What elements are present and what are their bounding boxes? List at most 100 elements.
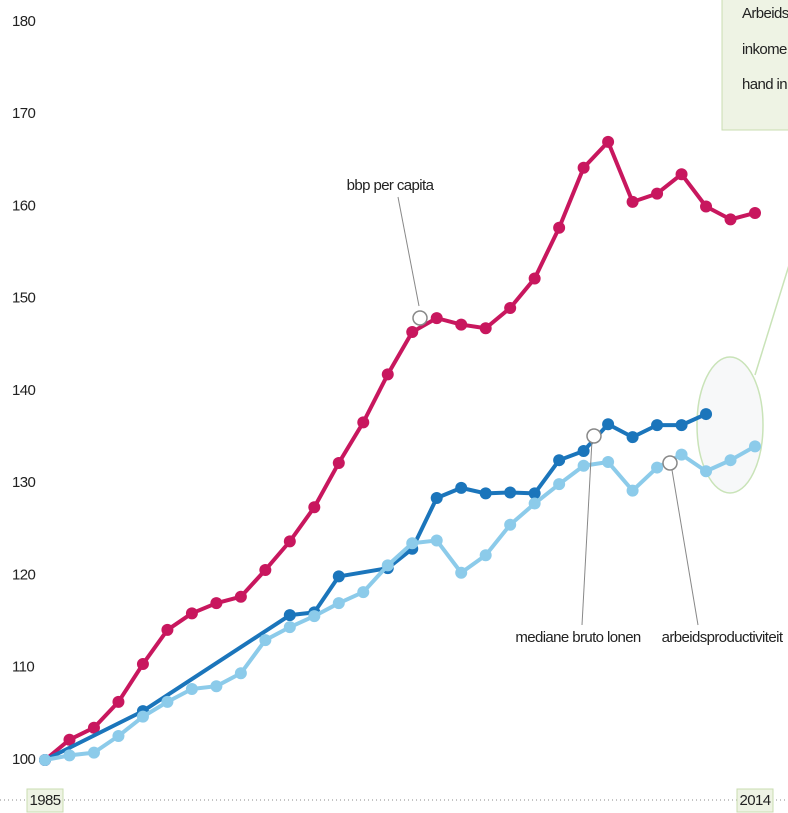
series-label: bbp per capita bbox=[347, 177, 435, 194]
data-point bbox=[357, 416, 370, 429]
data-point bbox=[381, 368, 394, 381]
data-point bbox=[675, 168, 688, 181]
data-point bbox=[504, 301, 517, 314]
series-line bbox=[44, 444, 756, 762]
data-point bbox=[651, 461, 664, 474]
data-point bbox=[577, 444, 590, 457]
data-point bbox=[553, 221, 566, 234]
data-point bbox=[308, 610, 321, 623]
y-tick-label: 120 bbox=[12, 566, 35, 583]
data-point bbox=[112, 695, 125, 708]
y-tick-label: 130 bbox=[12, 474, 35, 491]
data-point bbox=[504, 486, 517, 499]
data-point bbox=[430, 312, 443, 325]
data-point bbox=[479, 549, 492, 562]
note-text: hand in bbox=[742, 76, 787, 93]
data-point bbox=[259, 563, 272, 576]
note-text: inkome bbox=[742, 41, 787, 58]
y-tick-label: 100 bbox=[12, 751, 35, 768]
y-tick-label: 170 bbox=[12, 105, 35, 122]
data-point bbox=[283, 535, 296, 548]
leader-dot bbox=[662, 455, 678, 471]
x-tick-box bbox=[736, 788, 774, 813]
data-point bbox=[234, 590, 247, 603]
data-point bbox=[651, 187, 664, 200]
data-point bbox=[381, 559, 394, 572]
leader bbox=[671, 469, 699, 626]
data-point bbox=[479, 487, 492, 500]
data-point bbox=[577, 161, 590, 174]
x-tick-label: 1985 bbox=[30, 792, 61, 809]
data-point bbox=[577, 459, 590, 472]
plot bbox=[39, 135, 761, 766]
data-point bbox=[210, 597, 223, 610]
y-tick-label: 140 bbox=[12, 382, 35, 399]
data-point bbox=[161, 695, 174, 708]
data-point bbox=[675, 448, 688, 461]
data-point bbox=[185, 682, 198, 695]
data-point bbox=[626, 195, 639, 208]
data-point bbox=[528, 272, 541, 285]
data-point bbox=[553, 478, 566, 491]
data-point bbox=[332, 570, 345, 583]
data-point bbox=[479, 322, 492, 335]
data-point bbox=[87, 746, 100, 759]
note-box bbox=[721, 0, 788, 131]
leader bbox=[397, 196, 420, 307]
data-point bbox=[724, 454, 737, 467]
y-tick-label: 160 bbox=[12, 197, 35, 214]
data-point bbox=[528, 487, 541, 500]
data-point bbox=[651, 419, 664, 432]
series-line bbox=[43, 139, 756, 762]
data-point bbox=[602, 418, 615, 431]
leader bbox=[581, 439, 593, 626]
data-point bbox=[161, 623, 174, 636]
series-label: arbeidsproductiviteit bbox=[662, 629, 784, 646]
data-point bbox=[112, 730, 125, 743]
data-point bbox=[430, 534, 443, 547]
data-point bbox=[700, 200, 713, 213]
data-point bbox=[675, 419, 688, 432]
data-point bbox=[504, 518, 517, 531]
series-label: mediane bruto lonen bbox=[515, 629, 641, 646]
data-point bbox=[455, 481, 468, 494]
data-point bbox=[259, 634, 272, 647]
data-point bbox=[283, 621, 296, 634]
leader-dot bbox=[586, 428, 602, 444]
note-text: Arbeids bbox=[742, 5, 788, 22]
data-point bbox=[283, 609, 296, 622]
data-point bbox=[308, 501, 321, 514]
data-point bbox=[749, 440, 761, 453]
data-point bbox=[332, 456, 345, 469]
data-point bbox=[185, 607, 198, 620]
data-point bbox=[626, 484, 639, 497]
data-point bbox=[700, 408, 713, 421]
data-point bbox=[700, 465, 713, 478]
y-tick-label: 110 bbox=[12, 659, 34, 676]
data-point bbox=[136, 658, 149, 671]
leader bbox=[754, 265, 788, 376]
data-point bbox=[210, 680, 223, 693]
data-point bbox=[63, 749, 76, 762]
data-point bbox=[528, 497, 541, 510]
data-point bbox=[136, 710, 149, 723]
x-tick-label: 2014 bbox=[740, 792, 771, 809]
data-point bbox=[455, 566, 468, 579]
data-point bbox=[602, 456, 615, 469]
data-point bbox=[87, 721, 100, 734]
highlight bbox=[696, 356, 764, 494]
data-point bbox=[406, 325, 419, 338]
data-point bbox=[553, 454, 566, 467]
data-point bbox=[749, 206, 761, 219]
data-point bbox=[234, 667, 247, 680]
x-tick-box bbox=[26, 788, 64, 813]
data-point bbox=[357, 586, 370, 599]
leader-dot bbox=[412, 310, 428, 326]
data-point bbox=[602, 135, 615, 148]
data-point bbox=[724, 213, 737, 226]
data-point bbox=[39, 754, 51, 766]
data-point bbox=[626, 431, 639, 444]
y-tick-label: 150 bbox=[12, 290, 35, 307]
data-point bbox=[455, 318, 468, 331]
